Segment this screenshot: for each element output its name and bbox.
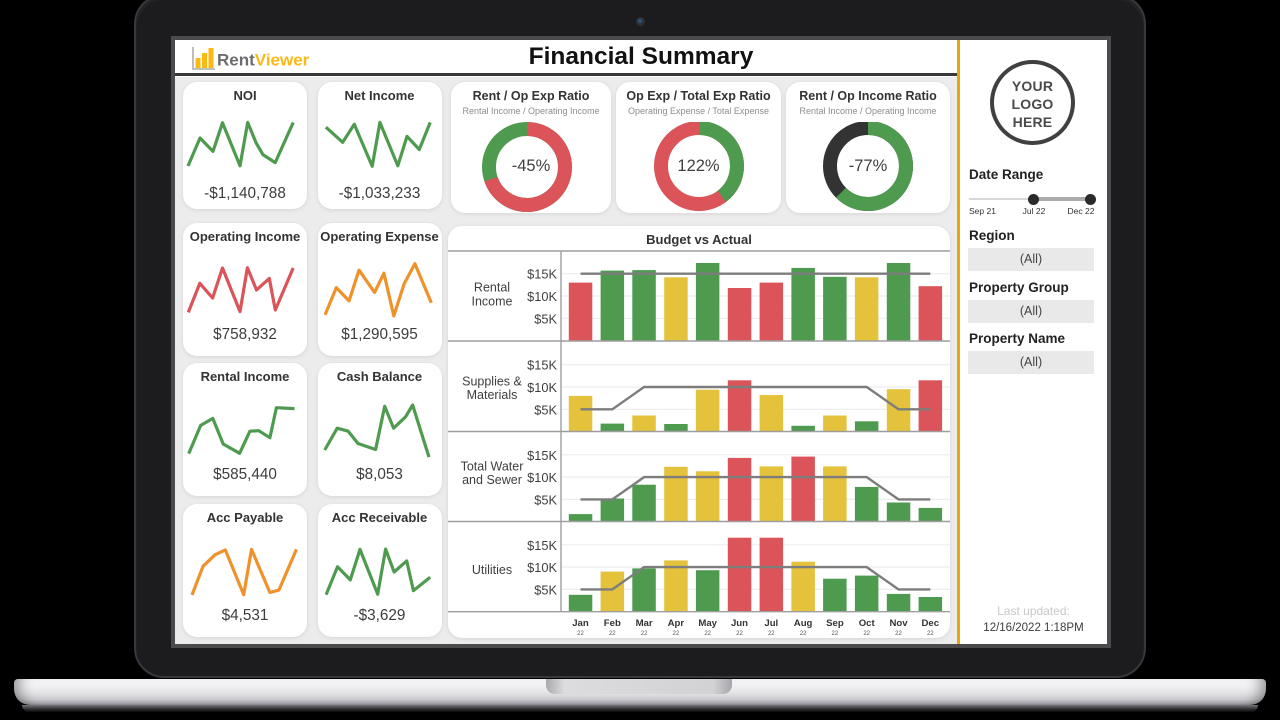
svg-text:22: 22 [673, 631, 680, 637]
svg-text:$5K: $5K [534, 582, 557, 597]
svg-text:Jul: Jul [764, 618, 778, 629]
svg-text:$15K: $15K [527, 358, 557, 373]
svg-text:Nov: Nov [889, 618, 908, 629]
svg-text:Supplies &: Supplies & [462, 375, 522, 389]
svg-text:$15K: $15K [527, 267, 557, 282]
svg-text:22: 22 [927, 631, 934, 637]
svg-text:$5K: $5K [534, 402, 557, 417]
svg-text:22: 22 [895, 631, 902, 637]
svg-text:Rental: Rental [474, 281, 510, 295]
svg-text:22: 22 [768, 631, 775, 637]
svg-text:Oct: Oct [859, 618, 876, 629]
svg-text:$5K: $5K [534, 311, 557, 326]
svg-text:22: 22 [609, 631, 616, 637]
svg-text:Jan: Jan [572, 618, 589, 629]
svg-text:22: 22 [577, 631, 584, 637]
svg-text:$10K: $10K [527, 560, 557, 575]
svg-text:$15K: $15K [527, 538, 557, 553]
svg-text:Income: Income [472, 294, 513, 308]
svg-text:22: 22 [704, 631, 711, 637]
svg-text:Aug: Aug [794, 618, 813, 629]
svg-text:$10K: $10K [527, 289, 557, 304]
svg-text:22: 22 [832, 631, 839, 637]
svg-text:$5K: $5K [534, 492, 557, 507]
svg-text:Dec: Dec [921, 618, 939, 629]
svg-text:22: 22 [863, 631, 870, 637]
svg-text:Jun: Jun [731, 618, 748, 629]
svg-text:May: May [698, 618, 717, 629]
svg-text:Mar: Mar [636, 618, 653, 629]
svg-text:RentViewer: RentViewer [217, 51, 310, 70]
svg-text:Total Water: Total Water [461, 460, 524, 474]
svg-text:Utilities: Utilities [472, 563, 512, 577]
svg-text:Feb: Feb [604, 618, 621, 629]
svg-text:Materials: Materials [467, 388, 518, 402]
svg-text:$10K: $10K [527, 470, 557, 485]
svg-text:22: 22 [800, 631, 807, 637]
svg-text:22: 22 [641, 631, 648, 637]
svg-text:and Sewer: and Sewer [462, 473, 522, 487]
svg-text:Apr: Apr [668, 618, 685, 629]
svg-text:$15K: $15K [527, 448, 557, 463]
svg-text:$10K: $10K [527, 380, 557, 395]
svg-text:22: 22 [736, 631, 743, 637]
svg-text:Sep: Sep [826, 618, 844, 629]
